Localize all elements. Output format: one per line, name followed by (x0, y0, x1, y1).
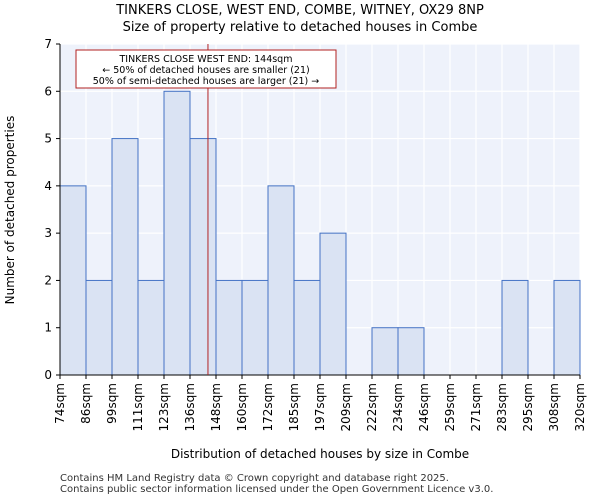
y-tick-label: 5 (44, 132, 52, 146)
x-tick-label: 185sqm (287, 383, 301, 431)
x-tick-label: 283sqm (495, 383, 509, 431)
y-tick-label: 1 (44, 321, 52, 335)
histogram-chart: 0 1 2 3 4 5 6 7 74sqm 86sqm 99sqm 111sqm 123sqm 136sq… (3, 37, 587, 461)
histogram-bar (111, 138, 139, 376)
histogram-bar (215, 279, 243, 376)
x-tick-label: 246sqm (417, 383, 431, 431)
x-axis-label: Distribution of detached houses by size … (171, 447, 469, 461)
x-tick-label: 320sqm (573, 383, 587, 431)
y-tick-label: 2 (44, 273, 52, 287)
histogram-bar (267, 185, 295, 376)
x-tick-label: 197sqm (313, 383, 327, 431)
x-tick-label: 111sqm (131, 383, 145, 431)
histogram-bar (553, 279, 581, 376)
histogram-bar (319, 232, 347, 376)
x-tick-label: 308sqm (547, 383, 561, 431)
axes: 0 1 2 3 4 5 6 7 74sqm 86sqm 99sqm 111sqm 123sqm 136sq… (44, 37, 587, 431)
histogram-bar (85, 279, 113, 376)
y-tick-label: 4 (44, 179, 52, 193)
histogram-bar (189, 138, 217, 376)
x-tick-label: 99sqm (105, 383, 119, 424)
x-tick-label: 123sqm (157, 383, 171, 431)
histogram-bar (163, 90, 191, 376)
histogram-bar (241, 279, 269, 376)
annotation-border (75, 49, 337, 89)
footer-line-2: Contains public sector information licen… (60, 484, 494, 495)
annotation-line-3: 50% of semi-detached houses are larger (… (93, 76, 320, 87)
annotation-line-2: ← 50% of detached houses are smaller (21… (102, 65, 309, 76)
annotation-box: TINKERS CLOSE WEST END: 144sqm ← 50% of … (75, 49, 337, 89)
x-tick-label: 271sqm (469, 383, 483, 431)
histogram-bar (397, 327, 425, 376)
footer-line-1: Contains HM Land Registry data © Crown c… (60, 473, 449, 484)
histogram-bar (501, 279, 529, 376)
x-tick-label: 86sqm (79, 383, 93, 424)
histogram-bar (371, 327, 399, 376)
x-tick-label: 74sqm (53, 383, 67, 424)
x-tick-label: 234sqm (391, 383, 405, 431)
x-tick-label: 259sqm (443, 383, 457, 431)
x-tick-label: 209sqm (339, 383, 353, 431)
x-tick-label: 160sqm (235, 383, 249, 431)
x-tick-label: 222sqm (365, 383, 379, 431)
y-tick-label: 7 (44, 37, 52, 51)
bars (59, 90, 581, 376)
x-tick-label: 295sqm (521, 383, 535, 431)
annotation-line-1: TINKERS CLOSE WEST END: 144sqm (119, 54, 293, 65)
y-tick-label: 6 (44, 84, 52, 98)
x-tick-label: 172sqm (261, 383, 275, 431)
x-tick-label: 136sqm (183, 383, 197, 431)
y-tick-label: 3 (44, 226, 52, 240)
chart-title: TINKERS CLOSE, WEST END, COMBE, WITNEY, … (116, 3, 484, 18)
histogram-bar (137, 279, 165, 376)
histogram-bar (59, 185, 87, 376)
y-axis-label: Number of detached properties (3, 116, 17, 305)
x-tick-label: 148sqm (209, 383, 223, 431)
histogram-bar (293, 279, 321, 376)
chart-subtitle: Size of property relative to detached ho… (122, 20, 478, 35)
y-tick-label: 0 (44, 368, 52, 382)
